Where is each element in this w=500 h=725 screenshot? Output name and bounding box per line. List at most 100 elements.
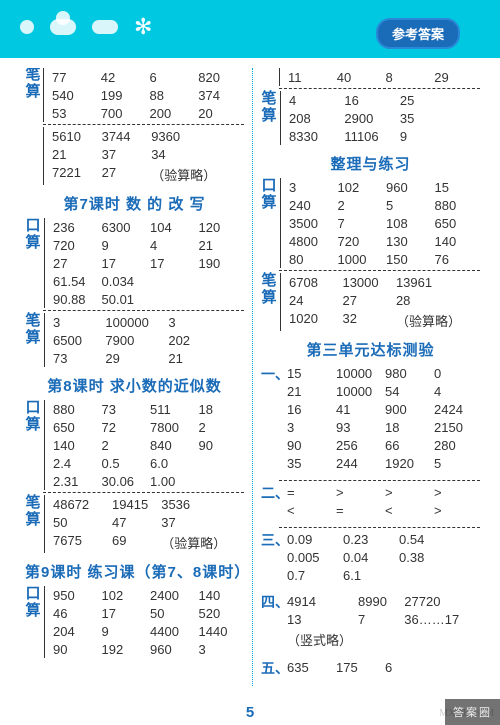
data-cell: 61.54 [50,272,99,290]
data-cell: 21 [284,382,333,400]
data-cell: 3744 [99,127,149,145]
corner-badge: 答案圈 [445,699,500,725]
data-cell: 9360 [148,127,219,145]
kou-suan-label: 口算 [25,400,41,433]
data-cell [147,290,196,308]
data-cell [452,530,480,548]
data-cell: 190 [196,254,245,272]
data-cell: 3536 [158,495,229,513]
data-cell: 24 [286,291,339,309]
right-sec1: 一、 1510000980021100005441641900242439318… [261,364,480,472]
data-cell: 1440 [196,622,245,640]
data-cell: 950 [50,586,99,604]
data-cell: 20 [195,104,244,122]
data-cell: = [284,483,333,501]
data-cell: 0.54 [396,530,452,548]
data-cell [401,628,466,650]
data-cell: 53 [49,104,98,122]
data-cell: 50 [147,604,196,622]
data-cell: 0.7 [284,566,340,584]
data-cell: 150 [383,250,432,268]
data-cell: 4 [147,236,196,254]
section-title: 第三单元达标测验 [261,339,480,360]
data-cell: > [431,501,480,519]
right-sec5: 五、 6351756 [261,658,480,678]
data-cell: 32 [339,309,392,331]
data-cell: 1000 [335,250,384,268]
bi-suan-label: 笔算 [25,495,41,528]
data-cell: 4400 [147,622,196,640]
section-title: 整理与练习 [261,153,480,174]
data-cell: 4914 [284,592,355,610]
data-cell: 21 [49,145,99,163]
data-cell: 104 [147,218,196,236]
dashed-separator [43,310,244,311]
data-cell [452,109,480,127]
data-cell: 1.00 [147,472,196,490]
section-number: 二、 [261,483,279,503]
data-cell: 8 [383,68,432,86]
table: 3102960152402588035007108650480072013014… [280,178,480,268]
data-cell: 4 [286,91,341,109]
table: 6351756 [279,658,480,676]
left-column: 77426820540199883745370020020 笔算 5610374… [25,68,252,686]
data-cell: 3 [286,178,335,196]
data-cell: 6.0 [147,454,196,472]
bi-suan-label: 笔算 [25,313,41,346]
cloud-icon [50,19,76,35]
data-cell: 240 [286,196,335,214]
data-cell: 3 [50,313,102,331]
data-cell: 540 [49,86,98,104]
data-cell: > [431,483,480,501]
kou-suan-label: 口算 [25,218,41,251]
right-block1: 1140829 笔算 416252082900358330111069 [261,68,480,145]
data-cell: 650 [50,418,99,436]
left-block3: 口算 880735111865072780021402840902.40.56.… [25,400,244,553]
data-cell: 2900 [341,109,396,127]
data-cell: 35 [397,109,452,127]
data-cell: 1020 [286,309,339,331]
data-cell [466,628,480,650]
data-cell: 3 [196,640,245,658]
data-cell: 9 [99,236,148,254]
data-cell: 199 [98,86,147,104]
data-cell: 36……17 [401,610,466,628]
data-cell: 374 [195,86,244,104]
table: 561037449360213734722127（验算略） [43,127,244,185]
data-cell: 6 [147,68,196,86]
data-cell [452,548,480,566]
data-cell: 90 [196,436,245,454]
data-cell: 90 [50,640,99,658]
data-cell: < [382,501,431,519]
left-block2: 口算 2366300104120720942127171719061.540.0… [25,218,244,367]
data-cell: 10000 [333,382,382,400]
section-title: 第9课时 练习课（第7、8课时） [25,561,244,582]
data-cell: 80 [286,250,335,268]
data-cell: 29 [102,349,165,367]
section-title: 第8课时 求小数的近似数 [25,375,244,396]
data-cell [464,273,480,291]
data-cell: 7900 [102,331,165,349]
data-cell: 0.005 [284,548,340,566]
data-cell: 37 [99,145,149,163]
data-cell: 19415 [109,495,158,513]
data-cell: 5610 [49,127,99,145]
header-weather-icons: ✻ [20,14,152,40]
data-cell [396,566,452,584]
data-cell: 9 [397,127,452,145]
data-cell: 2.4 [50,454,99,472]
data-cell: < [284,501,333,519]
data-cell: 2150 [431,418,480,436]
data-cell: 8330 [286,127,341,145]
data-cell: 35 [284,454,333,472]
data-cell: 6500 [50,331,102,349]
data-cell: 66 [382,436,431,454]
data-cell: 48672 [50,495,109,513]
data-cell: 720 [50,236,99,254]
data-cell: 0.23 [340,530,396,548]
dashed-separator [279,480,480,481]
data-cell: 511 [147,400,196,418]
data-cell [452,566,480,584]
data-cell [196,454,245,472]
data-cell: 3500 [286,214,335,232]
